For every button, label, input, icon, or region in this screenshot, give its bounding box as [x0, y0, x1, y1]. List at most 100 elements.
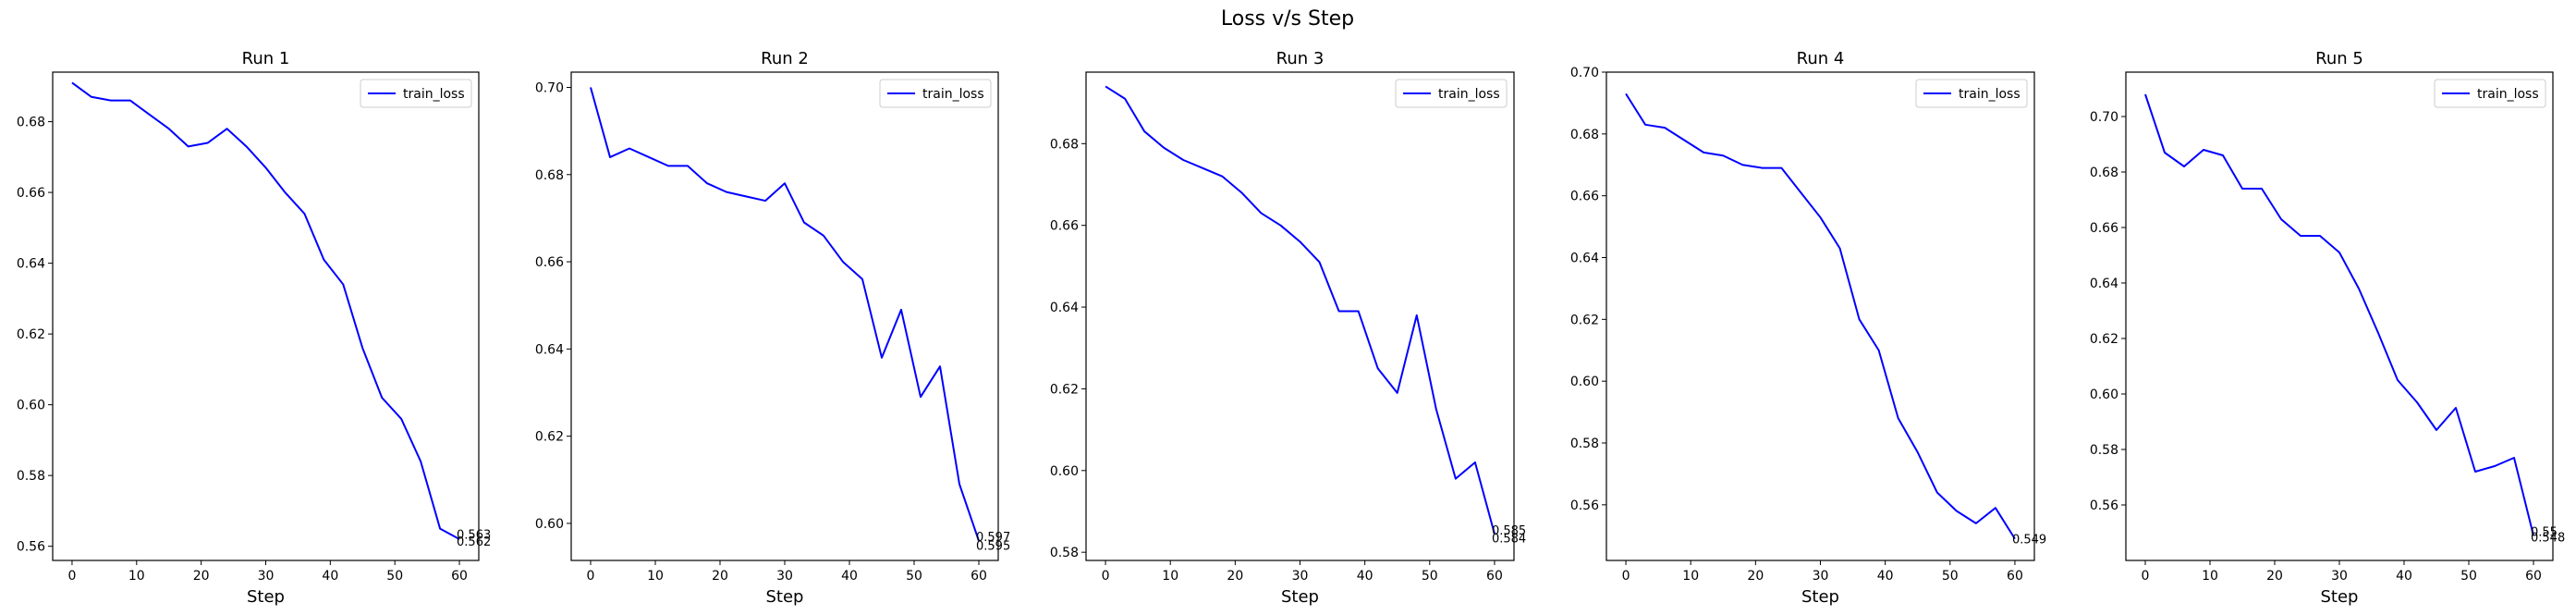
end-value-annotation: 0.584 [1492, 533, 1526, 547]
legend: train_loss [1915, 79, 2028, 108]
series-line-train_loss [2144, 93, 2534, 536]
chart-panel-4: Run 4 0 10 20 30 40 50 60 0.56 0.58 0.60 0.62 0.64 0.… [1570, 49, 2046, 607]
legend: train_loss [1395, 79, 1508, 108]
y-tick-label: 0.56 [1570, 498, 1599, 513]
y-tick-label: 0.56 [17, 540, 45, 555]
y-tick-label: 0.66 [1570, 190, 1599, 204]
series-line-train_loss [71, 81, 460, 540]
series-line-train_loss [1625, 92, 2016, 540]
x-tick-label: 60 [1486, 569, 1503, 584]
y-tick-label: 0.70 [535, 81, 564, 96]
legend-box [2434, 79, 2546, 108]
end-value-annotation: 0.562 [457, 535, 491, 549]
chart-title: Run 5 [2315, 49, 2363, 68]
x-tick-label: 60 [451, 569, 468, 584]
legend-box [1395, 79, 1508, 108]
legend-label: train_loss [1438, 87, 1500, 102]
x-axis-label: Step [1801, 587, 1839, 607]
y-tick-label: 0.60 [1050, 464, 1079, 479]
y-tick-label: 0.68 [1050, 137, 1079, 152]
chart-title: Run 1 [242, 49, 290, 68]
x-tick-label: 50 [2460, 569, 2477, 584]
y-tick-label: 0.64 [17, 257, 45, 272]
y-tick-label: 0.66 [535, 255, 564, 270]
y-tick-label: 0.62 [2090, 332, 2118, 347]
legend-label: train_loss [403, 87, 465, 102]
x-tick-label: 0 [67, 569, 76, 584]
x-tick-label: 40 [322, 569, 338, 584]
x-tick-label: 20 [2266, 569, 2283, 584]
chart-title: Run 4 [1797, 49, 1845, 68]
y-tick-label: 0.64 [1050, 301, 1079, 315]
x-tick-label: 20 [1747, 569, 1764, 584]
x-tick-label: 40 [2396, 569, 2412, 584]
y-tick-label: 0.64 [535, 342, 564, 357]
y-tick-label: 0.70 [1570, 66, 1599, 80]
x-tick-label: 10 [2202, 569, 2218, 584]
chart-panel-1: Run 1 0 10 20 30 40 50 60 0.56 0.58 0.60 0.62 0.64 0.… [17, 49, 491, 607]
end-value-annotation: 0.563 [457, 528, 491, 542]
x-tick-label: 30 [776, 569, 793, 584]
legend-label: train_loss [2477, 87, 2539, 102]
x-tick-label: 40 [841, 569, 858, 584]
y-tick-label: 0.64 [1570, 252, 1599, 266]
x-tick-label: 30 [2331, 569, 2348, 584]
x-tick-label: 30 [1813, 569, 1829, 584]
figure-suptitle: Loss v/s Step [1221, 7, 1354, 31]
x-tick-label: 10 [128, 569, 145, 584]
chart-panel-2: Run 2 0 10 20 30 40 50 60 0.60 0.62 0.64 0.66 0.68 0.… [535, 49, 1010, 607]
y-tick-label: 0.62 [1570, 313, 1599, 327]
x-tick-label: 10 [1162, 569, 1178, 584]
end-value-annotation: 0.597 [976, 531, 1010, 545]
y-tick-label: 0.58 [1050, 546, 1079, 560]
legend: train_loss [360, 79, 472, 108]
y-tick-label: 0.60 [17, 399, 45, 413]
x-axis-label: Step [1281, 587, 1319, 607]
axes-frame [1605, 71, 2035, 561]
series-line-train_loss [1105, 85, 1496, 535]
y-tick-label: 0.68 [2090, 166, 2118, 180]
y-tick-label: 0.68 [1570, 128, 1599, 142]
y-tick-label: 0.58 [2090, 443, 2118, 458]
axes-frame [1085, 71, 1515, 561]
end-value-annotation: 0.548 [2531, 532, 2565, 546]
legend-box [1915, 79, 2028, 108]
series-line-train_loss [590, 87, 980, 542]
y-tick-label: 0.66 [1050, 219, 1079, 234]
end-value-annotation: 0.595 [976, 540, 1010, 554]
y-tick-label: 0.62 [17, 327, 45, 342]
y-tick-label: 0.62 [1050, 382, 1079, 397]
legend-box [879, 79, 992, 108]
y-tick-label: 0.68 [535, 168, 564, 183]
chart-title: Run 2 [761, 49, 809, 68]
axes-frame [570, 71, 999, 561]
y-tick-label: 0.64 [2090, 277, 2118, 291]
x-tick-label: 20 [712, 569, 728, 584]
legend: train_loss [879, 79, 992, 108]
x-axis-label: Step [2321, 587, 2359, 607]
axes-frame [52, 71, 480, 561]
x-tick-label: 50 [906, 569, 922, 584]
y-tick-label: 0.60 [2090, 387, 2118, 402]
end-value-annotation: 0.585 [1492, 524, 1526, 538]
y-tick-label: 0.60 [535, 517, 564, 532]
x-tick-label: 50 [1942, 569, 1959, 584]
x-axis-label: Step [766, 587, 804, 607]
x-tick-label: 20 [1227, 569, 1243, 584]
x-tick-label: 50 [386, 569, 403, 584]
x-tick-label: 10 [1682, 569, 1699, 584]
chart-panel-3: Run 3 0 10 20 30 40 50 60 0.58 0.60 0.62 0.64 0.66 0.… [1050, 49, 1526, 607]
x-tick-label: 0 [1102, 569, 1110, 584]
x-tick-label: 60 [2525, 569, 2542, 584]
x-tick-label: 60 [2007, 569, 2023, 584]
x-tick-label: 20 [193, 569, 210, 584]
x-tick-label: 0 [2142, 569, 2150, 584]
legend-box [360, 79, 472, 108]
x-tick-label: 0 [587, 569, 595, 584]
legend-label: train_loss [1959, 87, 2021, 102]
axes-frame [2125, 71, 2554, 561]
x-tick-label: 30 [1292, 569, 1309, 584]
x-tick-label: 30 [258, 569, 275, 584]
y-tick-label: 0.62 [535, 430, 564, 445]
y-tick-label: 0.60 [1570, 375, 1599, 389]
